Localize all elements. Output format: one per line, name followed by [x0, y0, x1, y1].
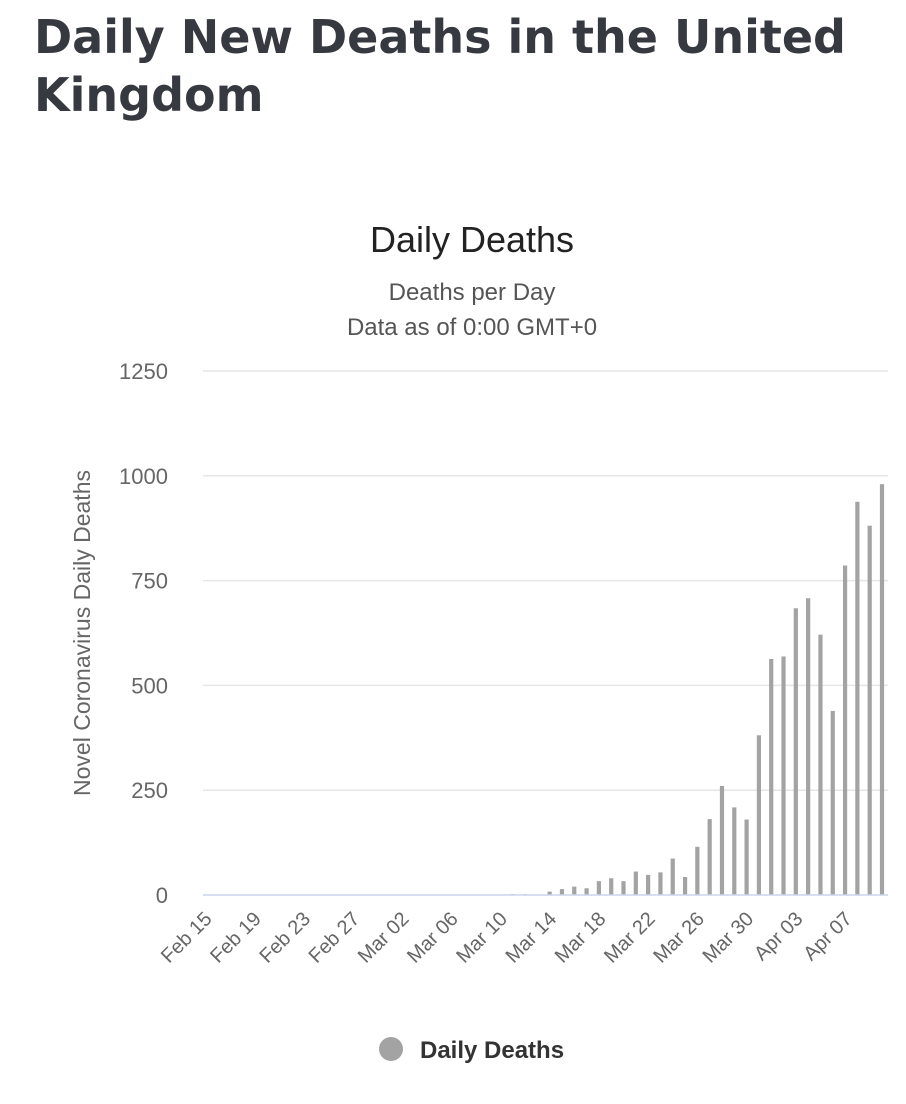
x-tick-label: Mar 14	[502, 908, 562, 968]
bar[interactable]	[584, 888, 589, 895]
x-tick-label: Mar 18	[551, 908, 611, 968]
bar[interactable]	[633, 871, 638, 895]
bar[interactable]	[572, 886, 577, 895]
bar[interactable]	[830, 710, 835, 895]
bars	[449, 484, 885, 895]
bar[interactable]	[793, 608, 798, 895]
chart-subtitle-date: Data as of 0:00 GMT+0	[347, 314, 597, 341]
bar[interactable]	[855, 501, 860, 895]
y-tick-label: 250	[131, 778, 168, 803]
x-tick-label: Feb 23	[255, 908, 315, 968]
bar[interactable]	[707, 819, 712, 895]
bar[interactable]	[842, 565, 848, 895]
x-tick-label: Feb 15	[157, 908, 217, 968]
y-tick-label: 750	[131, 569, 168, 594]
bar[interactable]	[658, 872, 663, 895]
bar[interactable]	[867, 525, 872, 895]
y-tick-label: 1000	[119, 464, 168, 489]
x-tick-label: Mar 30	[699, 908, 759, 968]
chart-title: Daily Deaths	[370, 219, 574, 260]
x-tick-label: Mar 22	[600, 908, 660, 968]
legend-item[interactable]: Daily Deaths	[379, 1037, 564, 1064]
bar[interactable]	[744, 819, 749, 895]
x-tick-label: Feb 19	[206, 908, 266, 968]
bar[interactable]	[879, 484, 885, 895]
bar[interactable]	[719, 786, 725, 895]
x-tick-label: Mar 06	[403, 908, 463, 968]
x-tick-label: Apr 07	[799, 908, 856, 965]
chart-subtitle: Deaths per Day	[389, 279, 556, 306]
x-tick-label: Feb 27	[305, 908, 365, 968]
y-tick-label: 0	[156, 883, 168, 908]
bar[interactable]	[559, 889, 565, 895]
y-axis-ticks: 0 250 500 750 1000 1250	[119, 359, 168, 908]
bar[interactable]	[682, 876, 688, 895]
bar[interactable]	[818, 634, 823, 895]
bar[interactable]	[781, 656, 786, 895]
x-tick-label: Mar 02	[354, 908, 414, 968]
y-axis-label: Novel Coronavirus Daily Deaths	[69, 470, 95, 796]
bar[interactable]	[732, 807, 737, 895]
bar[interactable]	[646, 874, 651, 895]
bar[interactable]	[806, 598, 811, 895]
x-tick-label: Mar 10	[452, 908, 512, 968]
gridlines	[203, 370, 888, 791]
legend-label: Daily Deaths	[420, 1037, 564, 1064]
bar[interactable]	[609, 878, 614, 895]
y-tick-label: 1250	[119, 359, 168, 384]
bar[interactable]	[769, 658, 774, 895]
bar[interactable]	[670, 858, 675, 895]
bar[interactable]	[547, 891, 552, 895]
bar[interactable]	[621, 881, 626, 895]
x-tick-label: Mar 26	[649, 908, 709, 968]
x-tick-label: Apr 03	[750, 908, 807, 965]
y-tick-label: 500	[131, 673, 168, 698]
page-heading: Daily New Deaths in the United Kingdom	[34, 10, 846, 122]
bar[interactable]	[695, 846, 700, 895]
bar[interactable]	[596, 881, 601, 895]
legend-swatch	[379, 1037, 403, 1061]
bar[interactable]	[756, 735, 762, 895]
